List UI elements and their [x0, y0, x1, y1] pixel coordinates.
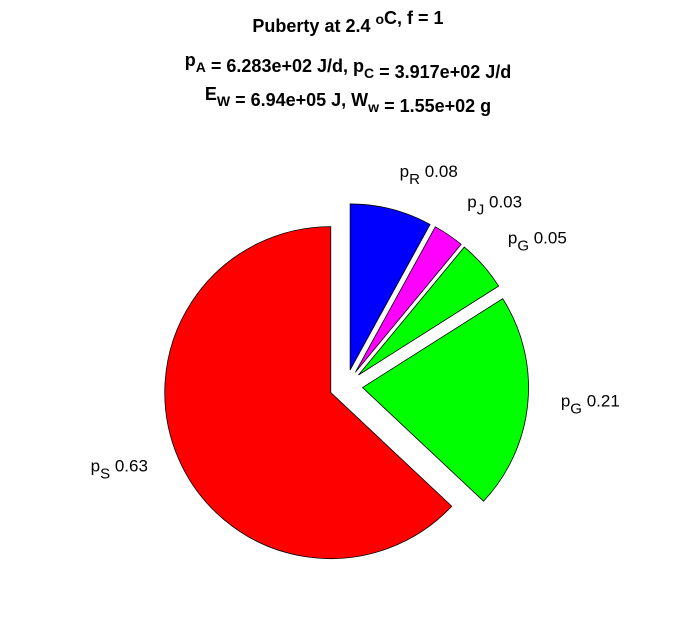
- label-prefix: p: [467, 193, 476, 212]
- title-part: p: [185, 50, 196, 70]
- label-prefix: p: [508, 228, 517, 247]
- pie-slice: [358, 246, 500, 376]
- title-part: w: [367, 99, 379, 115]
- chart-title: pA = 6.283e+02 J/d, pC = 3.917e+02 J/d: [185, 50, 511, 82]
- pie-slice: [349, 203, 431, 371]
- title-part: = 6.94e+05 J, W: [230, 90, 368, 110]
- label-value: 0.21: [582, 391, 620, 410]
- label-sub: G: [517, 237, 529, 254]
- label-value: 0.63: [110, 457, 148, 476]
- slice-label: pJ 0.03: [467, 193, 522, 219]
- title-part: A: [196, 59, 206, 75]
- label-prefix: p: [400, 162, 409, 181]
- title-part: = 6.283e+02 J/d, p: [206, 56, 364, 76]
- pie-slice: [164, 226, 453, 559]
- label-value: 0.03: [484, 193, 522, 212]
- title-part: o: [375, 11, 384, 27]
- chart-title: EW = 6.94e+05 J, Ww = 1.55e+02 g: [205, 84, 491, 116]
- pie-slice: [354, 226, 462, 373]
- slice-label: pS 0.63: [91, 457, 148, 483]
- title-part: E: [205, 84, 217, 104]
- pie-slice: [361, 298, 529, 502]
- label-value: 0.05: [529, 228, 567, 247]
- label-prefix: p: [561, 391, 570, 410]
- label-value: 0.08: [420, 162, 458, 181]
- label-sub: R: [409, 171, 420, 188]
- title-part: = 1.55e+02 g: [379, 96, 491, 116]
- label-prefix: p: [91, 457, 100, 476]
- title-part: Puberty at 2.4: [252, 16, 375, 36]
- label-sub: J: [477, 202, 485, 219]
- label-sub: S: [100, 466, 110, 483]
- title-part: W: [217, 93, 231, 109]
- slice-label: pG 0.05: [508, 228, 567, 254]
- slice-label: pR 0.08: [400, 162, 458, 188]
- slice-label: pG 0.21: [561, 391, 620, 417]
- title-part: = 3.917e+02 J/d: [374, 62, 511, 82]
- title-part: C: [364, 65, 374, 81]
- chart-title: Puberty at 2.4 oC, f = 1: [252, 8, 443, 36]
- label-sub: G: [570, 400, 582, 417]
- title-part: C, f = 1: [384, 8, 444, 28]
